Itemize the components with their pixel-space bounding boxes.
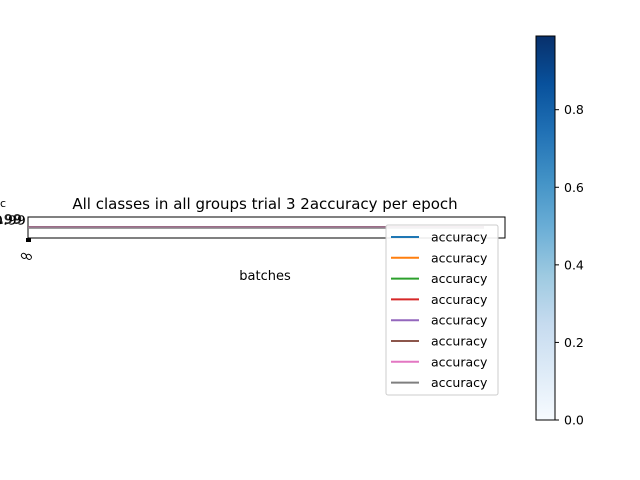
legend-label: accuracy	[431, 292, 488, 307]
legend-label: accuracy	[431, 230, 488, 245]
legend: accuracy accuracy accuracy accuracy accuracy…	[385, 224, 499, 396]
colorbar-gradient	[535, 35, 556, 421]
colorbar: 0.0 0.2 0.4 0.6 0.8	[535, 35, 584, 428]
chart-title: All classes in all groups trial 3 2accur…	[72, 195, 457, 213]
tick-marker	[26, 238, 31, 242]
y-tick-label-overlap: 0.99	[0, 213, 22, 228]
y-axis-glyph: c	[0, 197, 6, 210]
colorbar-tick-label: 0.0	[564, 413, 584, 428]
legend-label: accuracy	[431, 354, 488, 369]
legend-frame	[385, 224, 499, 396]
colorbar-tick-label: 0.6	[564, 180, 584, 195]
colorbar-tick-label: 0.2	[564, 335, 584, 350]
legend-label: accuracy	[431, 375, 488, 390]
legend-label: accuracy	[431, 313, 488, 328]
legend-label: accuracy	[431, 334, 488, 349]
y-tick-label: 0.99	[0, 214, 26, 229]
x-axis-label: batches	[239, 269, 291, 284]
colorbar-tick-label: 0.8	[564, 102, 584, 117]
legend-label: accuracy	[431, 271, 488, 286]
legend-label: accuracy	[431, 250, 488, 265]
plot-axes: All classes in all groups trial 3 2accur…	[0, 195, 506, 284]
colorbar-tick-label: 0.4	[564, 257, 584, 272]
